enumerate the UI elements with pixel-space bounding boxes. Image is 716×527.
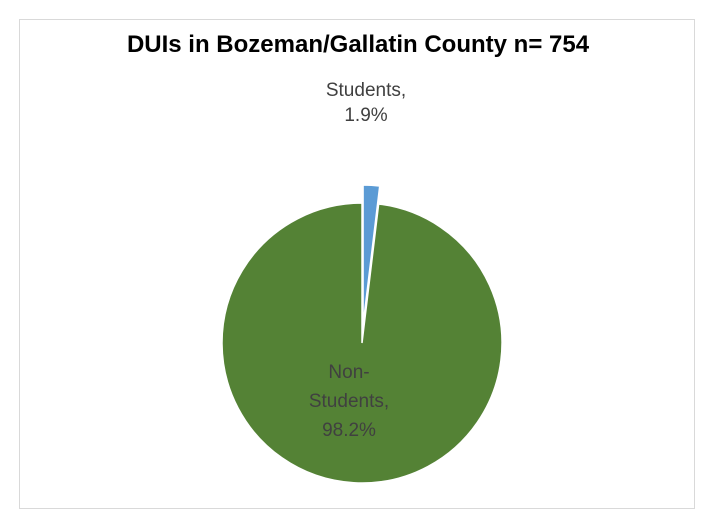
data-label-students: Students, 1.9%: [326, 80, 406, 126]
data-label-non-students: Non- Students, 98.2%: [309, 362, 389, 441]
data-label-line: Non-: [328, 362, 369, 383]
data-label-line: Students,: [309, 391, 389, 412]
pie-slice-non-students: [221, 202, 503, 484]
data-label-line: Students,: [326, 80, 406, 101]
data-label-line: 98.2%: [322, 420, 376, 441]
data-label-line: 1.9%: [344, 105, 387, 126]
chart-title: DUIs in Bozeman/Gallatin County n= 754: [126, 31, 590, 58]
pie-slice-students: [362, 184, 381, 326]
chart-frame: DUIs in Bozeman/Gallatin County n= 754 S…: [19, 19, 695, 509]
pie-chart: Students, 1.9% Non- Students, 98.2%: [221, 80, 503, 484]
